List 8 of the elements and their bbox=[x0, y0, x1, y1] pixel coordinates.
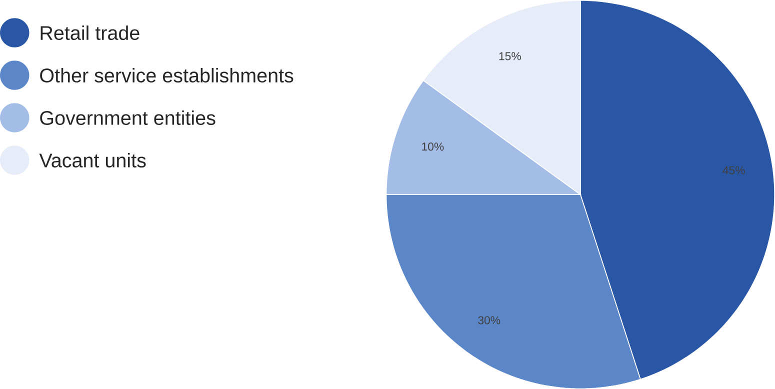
legend-label: Government entities bbox=[40, 110, 216, 125]
data-label: 45% bbox=[722, 166, 745, 174]
data-label: 10% bbox=[422, 142, 444, 151]
legend-label: Retail trade bbox=[40, 25, 140, 40]
data-label: 30% bbox=[478, 316, 500, 324]
legend-label: Vacant units bbox=[39, 152, 146, 168]
data-label: 15% bbox=[499, 52, 521, 60]
legend-label: Other service establishments bbox=[40, 68, 294, 82]
